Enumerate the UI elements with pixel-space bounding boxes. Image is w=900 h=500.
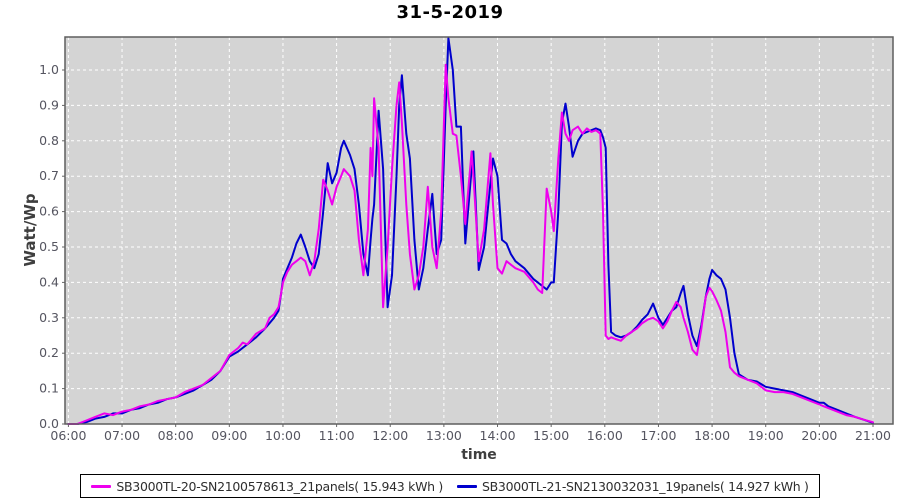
x-tick-label: 18:00 xyxy=(694,428,730,443)
chart-title: 31-5-2019 xyxy=(396,2,504,23)
y-tick-label: 0.9 xyxy=(39,97,59,112)
y-axis-label: Watt/Wp xyxy=(21,193,39,267)
plot-border xyxy=(64,36,894,425)
y-tick-label: 0.8 xyxy=(39,133,59,148)
x-tick-label: 12:00 xyxy=(372,428,408,443)
plot-area xyxy=(65,37,893,424)
y-tick-label: 0.7 xyxy=(39,168,59,183)
legend-line-blue-icon xyxy=(457,484,477,488)
chart-canvas: 06:00 07:00 08:00 09:00 10:00 11:00 12:00 13:00… xyxy=(39,36,894,443)
x-tick-label: 16:00 xyxy=(587,428,623,443)
x-tick-label: 20:00 xyxy=(801,428,837,443)
x-tick-label: 07:00 xyxy=(104,428,140,443)
x-tick-label: 11:00 xyxy=(319,428,355,443)
y-tick-label: 0.1 xyxy=(39,381,59,396)
y-tick-label: 1.0 xyxy=(39,62,59,77)
y-tick-label: 0.0 xyxy=(39,416,59,431)
x-tick-label: 09:00 xyxy=(211,428,247,443)
legend-item-label: SB3000TL-20-SN2100578613_21panels( 15.94… xyxy=(116,478,443,494)
legend-item-label: SB3000TL-21-SN2130032031_19panels( 14.92… xyxy=(482,478,809,494)
legend-container: SB3000TL-20-SN2100578613_21panels( 15.94… xyxy=(0,474,900,498)
legend-item-sb3000tl-20: SB3000TL-20-SN2100578613_21panels( 15.94… xyxy=(91,479,443,494)
x-tick-label: 15:00 xyxy=(533,428,569,443)
x-tick-label: 17:00 xyxy=(640,428,676,443)
y-tick-label: 0.2 xyxy=(39,345,59,360)
x-tick-label: 06:00 xyxy=(50,428,86,443)
legend-line-magenta-icon xyxy=(91,484,112,488)
x-tick-label: 14:00 xyxy=(480,428,516,443)
x-axis-label: time xyxy=(461,447,497,463)
x-tick-label: 19:00 xyxy=(748,428,784,443)
x-tick-label: 21:00 xyxy=(855,428,891,443)
x-tick-label: 10:00 xyxy=(265,428,301,443)
y-tick-label: 0.5 xyxy=(39,239,59,254)
y-tick-label: 0.6 xyxy=(39,204,59,219)
series-line-sb3000tl-20 xyxy=(67,63,874,425)
y-tick-label: 0.3 xyxy=(39,310,59,325)
x-tick-label: 13:00 xyxy=(426,428,462,443)
x-tick-label: 08:00 xyxy=(158,428,194,443)
legend-item-sb3000tl-21: SB3000TL-21-SN2130032031_19panels( 14.92… xyxy=(457,479,809,494)
chart-legend: SB3000TL-20-SN2100578613_21panels( 15.94… xyxy=(80,474,820,498)
y-tick-label: 0.4 xyxy=(39,274,59,289)
